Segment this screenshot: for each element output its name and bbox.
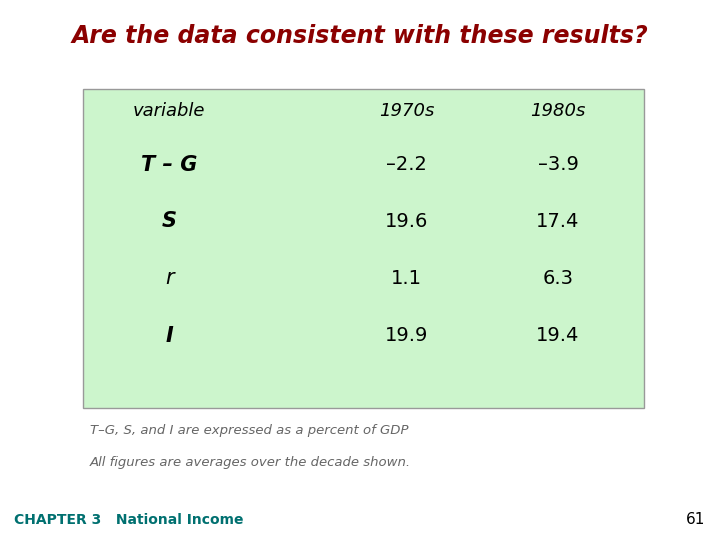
Text: 17.4: 17.4 [536, 212, 580, 231]
Text: –3.9: –3.9 [538, 155, 578, 174]
Text: Are the data consistent with these results?: Are the data consistent with these resul… [71, 24, 649, 48]
Text: 6.3: 6.3 [542, 268, 574, 288]
Text: 19.6: 19.6 [385, 212, 428, 231]
Text: All figures are averages over the decade shown.: All figures are averages over the decade… [90, 456, 411, 469]
Text: r: r [165, 268, 174, 288]
Text: 1.1: 1.1 [391, 268, 423, 288]
Text: 1970s: 1970s [379, 102, 434, 120]
Text: T–G, S, and I are expressed as a percent of GDP: T–G, S, and I are expressed as a percent… [90, 424, 408, 437]
Text: variable: variable [133, 102, 205, 120]
Text: S: S [162, 211, 176, 232]
Text: –2.2: –2.2 [387, 155, 427, 174]
Text: CHAPTER 3   National Income: CHAPTER 3 National Income [14, 512, 244, 526]
Text: 1980s: 1980s [531, 102, 585, 120]
Text: T – G: T – G [141, 154, 197, 175]
Text: 19.4: 19.4 [536, 326, 580, 346]
Text: I: I [166, 326, 173, 346]
Text: 19.9: 19.9 [385, 326, 428, 346]
Text: 61: 61 [686, 511, 706, 526]
FancyBboxPatch shape [83, 89, 644, 408]
